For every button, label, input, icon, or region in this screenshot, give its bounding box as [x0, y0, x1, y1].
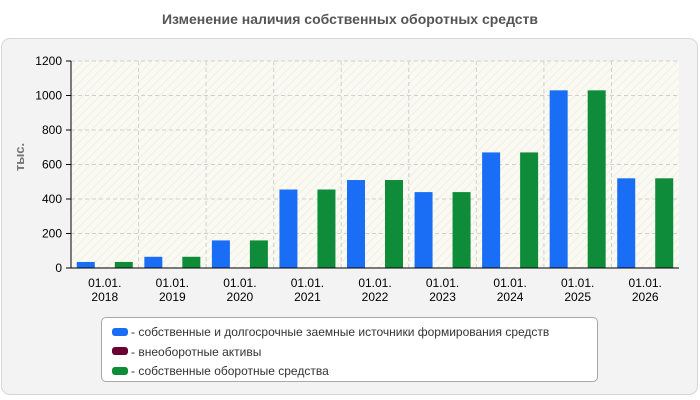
x-tick-labels: 01.01.201801.01.201901.01.202001.01.2021…	[88, 276, 662, 304]
legend-item: - собственные оборотные средства	[102, 362, 597, 382]
bar	[279, 189, 298, 268]
y-tick-label: 600	[42, 158, 62, 172]
bar	[385, 180, 403, 268]
x-tick-label: 2022	[362, 290, 389, 304]
x-tick-label: 01.01.	[426, 276, 459, 290]
x-tick-label: 01.01.	[629, 276, 662, 290]
bar	[114, 261, 133, 268]
bar	[76, 261, 95, 268]
bar	[452, 192, 471, 268]
bar	[182, 256, 201, 268]
bar	[211, 240, 230, 268]
x-tick-label: 01.01.	[358, 276, 391, 290]
legend-swatch-noncurrent	[112, 347, 128, 356]
legend-item: - собственные и долгосрочные заемные ист…	[102, 323, 597, 343]
legend-swatch-sources	[112, 327, 128, 336]
x-tick-label: 01.01.	[156, 276, 189, 290]
x-tick-label: 2019	[159, 290, 186, 304]
x-tick-label: 2023	[429, 290, 456, 304]
x-tick-label: 01.01.	[88, 276, 121, 290]
bar	[655, 178, 674, 268]
x-tick-label: 2021	[294, 290, 321, 304]
bars	[76, 90, 674, 268]
y-tick-label: 400	[42, 192, 62, 206]
chart-title: Изменение наличия собственных оборотных …	[161, 11, 539, 27]
bar	[347, 180, 365, 268]
x-tick-label: 2020	[227, 290, 254, 304]
bar	[617, 178, 636, 268]
bar	[520, 152, 539, 268]
x-tick-label: 2024	[497, 290, 524, 304]
bar	[587, 90, 606, 268]
bar	[317, 189, 336, 268]
legend: - собственные и долгосрочные заемные ист…	[101, 317, 598, 382]
legend-swatch-working-capital	[112, 366, 128, 375]
y-tick-label: 1200	[35, 54, 62, 68]
x-tick-label: 2018	[91, 290, 118, 304]
x-tick-label: 01.01.	[561, 276, 594, 290]
bar	[549, 90, 568, 268]
bar	[249, 240, 268, 268]
x-tick-label: 01.01.	[223, 276, 256, 290]
x-tick-label: 2026	[632, 290, 659, 304]
y-tick-label: 0	[55, 261, 62, 275]
legend-label: собственные оборотные средства	[138, 364, 329, 378]
x-tick-label: 2025	[564, 290, 591, 304]
grid	[71, 60, 679, 268]
y-tick-label: 800	[42, 123, 62, 137]
x-tick-label: 01.01.	[493, 276, 526, 290]
y-tick-label: 1000	[35, 89, 62, 103]
legend-label: внеоборотные активы	[138, 344, 262, 359]
y-tick-label: 200	[42, 227, 62, 241]
bar	[144, 256, 163, 268]
x-tick-label: 01.01.	[291, 276, 324, 290]
y-axis-label: тыс.	[12, 143, 27, 171]
bar	[414, 192, 433, 268]
legend-item: - внеоборотные активы	[102, 343, 597, 363]
bar	[482, 152, 501, 268]
legend-label: собственные и долгосрочные заемные источ…	[138, 325, 550, 339]
y-tick-labels: 0 200 400 600 800 1000 1200	[35, 54, 71, 275]
